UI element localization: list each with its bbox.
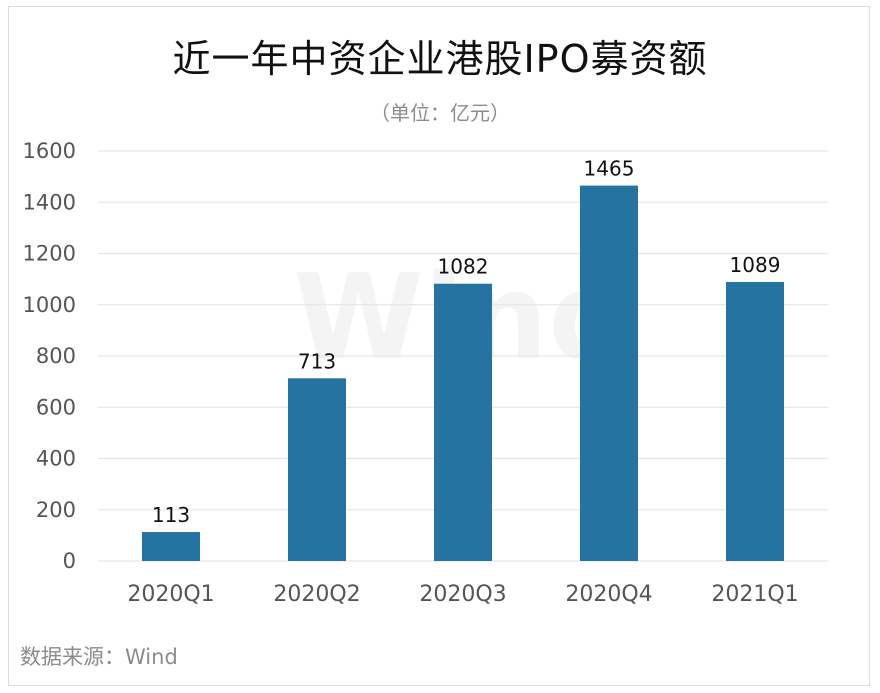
x-tick-label-2021Q1: 2021Q1 (711, 582, 798, 607)
data-label-2020Q3: 1082 (438, 255, 489, 279)
data-label-2020Q4: 1465 (584, 157, 635, 181)
chart-title: 近一年中资企业港股IPO募资额 (172, 37, 708, 81)
chart-unit: （单位：亿元） (370, 101, 510, 125)
bar-2020Q4 (580, 185, 638, 561)
y-tick-label-800: 800 (36, 344, 76, 368)
x-tick-label-2020Q1: 2020Q1 (127, 582, 214, 607)
data-source: 数据来源：Wind (20, 645, 178, 669)
x-tick-label-2020Q2: 2020Q2 (273, 582, 360, 607)
data-label-2020Q1: 113 (152, 503, 190, 527)
y-tick-label-0: 0 (63, 549, 76, 573)
data-labels: 113 713 1082 1465 1089 (152, 157, 781, 527)
x-axis-labels: 2020Q1 2020Q2 2020Q3 2020Q4 2021Q1 (127, 582, 798, 607)
bar-2021Q1 (726, 281, 784, 561)
data-label-2021Q1: 1089 (730, 253, 781, 277)
x-tick-label-2020Q3: 2020Q3 (419, 582, 506, 607)
bar-2020Q2 (288, 378, 346, 561)
bar-2020Q1 (142, 532, 200, 561)
y-tick-label-400: 400 (36, 447, 76, 471)
bar-2020Q3 (434, 283, 492, 561)
data-label-2020Q2: 713 (298, 349, 336, 373)
y-tick-label-200: 200 (36, 498, 76, 522)
y-tick-label-1200: 1200 (23, 242, 76, 266)
bars (142, 185, 784, 561)
x-tick-label-2020Q4: 2020Q4 (565, 582, 652, 607)
y-axis-ticks: 0 200 400 600 800 1000 1200 1400 1600 (23, 139, 76, 573)
y-tick-label-1000: 1000 (23, 293, 76, 317)
y-tick-label-600: 600 (36, 395, 76, 419)
y-tick-label-1600: 1600 (23, 139, 76, 163)
y-tick-label-1400: 1400 (23, 190, 76, 214)
